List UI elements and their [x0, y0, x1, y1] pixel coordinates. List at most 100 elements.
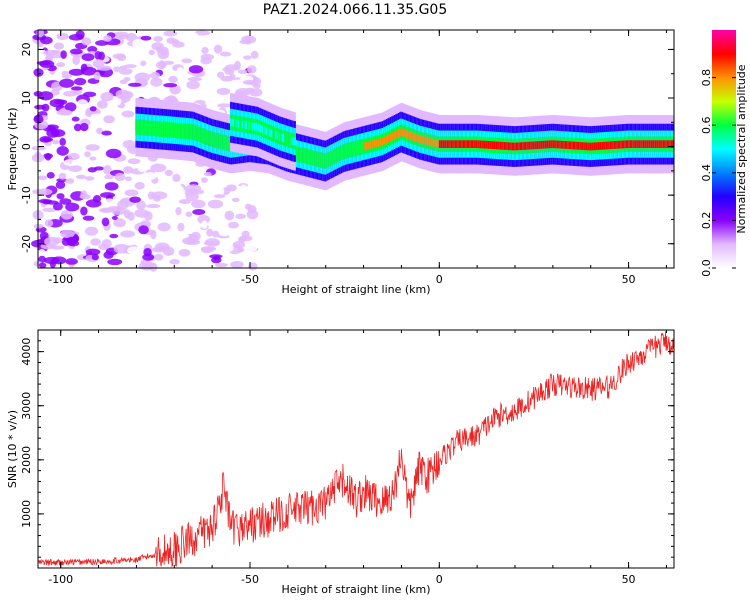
snr-x-ticks: -100 -50 0 50	[48, 330, 667, 586]
spectrogram-cell	[377, 138, 381, 147]
spectrogram-cell	[232, 118, 235, 127]
spectrogram-cell	[661, 140, 664, 149]
spectrogram-cell	[85, 199, 102, 208]
spectrogram-cell	[72, 54, 81, 65]
spectrogram-cell	[548, 140, 552, 149]
spectrogram-cell	[155, 61, 167, 69]
spectrogram-cell	[543, 140, 546, 149]
spectrogram-cell	[619, 140, 622, 149]
spectrogram-cell	[49, 98, 65, 108]
spectrogram-cell	[418, 135, 422, 144]
spectrogram-cell	[226, 139, 230, 148]
spectrogram-cell	[37, 175, 48, 181]
spectrogram-cell	[324, 157, 328, 165]
spectrogram-cell	[627, 140, 630, 149]
spectrogram-cell	[143, 264, 152, 271]
spectrogram-cell	[183, 127, 186, 136]
spectrogram-cell	[572, 141, 575, 150]
spectrogram-cell	[176, 126, 179, 135]
spectrogram-cell	[192, 128, 195, 136]
spectrogram-cell	[228, 221, 240, 229]
spectrogram-cell	[234, 60, 241, 71]
spectrogram-cell	[355, 144, 358, 153]
spectrogram-cell	[59, 198, 72, 205]
colorbar-tick-label: 0.0	[700, 259, 713, 277]
spectrogram-cell	[259, 124, 262, 133]
spectrogram-cell	[554, 140, 557, 149]
spectrogram-cell	[501, 141, 504, 150]
spectrogram-cell	[187, 127, 190, 136]
spectrogram-cell	[530, 141, 533, 150]
spectrogram-cell	[666, 140, 669, 149]
spectrogram-cell	[178, 249, 191, 257]
spectrogram-cell	[101, 217, 110, 227]
spectrogram-cell	[191, 199, 206, 209]
spectrogram-cell	[593, 142, 597, 151]
spectrogram-cell	[147, 191, 155, 200]
spectrogram-cell	[436, 139, 439, 148]
spectrogram-cell	[526, 141, 529, 150]
colorbar-label: Normalized spectral amplitude	[735, 64, 748, 233]
spectrogram-cell	[401, 128, 404, 137]
spectrogram-cell	[150, 77, 163, 87]
spectrogram-cell	[603, 141, 606, 150]
spectrogram-cell	[556, 140, 559, 149]
spectrogram-cell	[231, 197, 240, 203]
spectrogram-cell	[89, 156, 97, 161]
spectrogram-cell	[532, 141, 536, 150]
spectrogram-cell	[61, 70, 69, 76]
spectrogram-cell	[462, 140, 465, 149]
spectrogram-cell	[568, 141, 571, 150]
spectrogram-cell	[240, 120, 243, 129]
spectrogram-cell	[617, 140, 620, 149]
spectrogram-cell	[168, 125, 171, 134]
spectrogram-heatmap	[31, 27, 675, 272]
spectrogram-cell	[442, 140, 446, 149]
spectrogram-cell	[167, 125, 170, 134]
spectrogram-cell	[279, 132, 282, 141]
y-tick-label: 1000	[20, 500, 33, 528]
spectrogram-cell	[100, 92, 114, 102]
spectrogram-cell	[319, 155, 322, 164]
spectrogram-cell	[434, 139, 438, 148]
spectrogram-cell	[189, 127, 192, 136]
spectrogram-cell	[85, 144, 100, 151]
spectrogram-cell	[307, 152, 310, 161]
spectrogram-cell	[194, 30, 211, 36]
spectrogram-cell	[494, 141, 497, 150]
spectrogram-cell	[195, 129, 198, 137]
spectrogram-cell	[230, 118, 233, 127]
spectrogram-cell	[175, 126, 178, 135]
spectrogram-cell	[137, 165, 147, 173]
spectrogram-cell	[140, 60, 147, 67]
spectrogram-cell	[204, 132, 207, 141]
spectrogram-cell	[94, 50, 102, 60]
spectrogram-cell	[213, 136, 216, 144]
spectrogram-cell	[527, 141, 530, 150]
spectrogram-cell	[33, 223, 44, 229]
spectrogram-cell	[50, 245, 65, 250]
spectrogram-cell	[180, 233, 190, 238]
spectrogram-cell	[85, 248, 101, 256]
spectrogram-cell	[316, 155, 320, 164]
chart-title: PAZ1.2024.066.11.35.G05	[263, 2, 448, 18]
spectrogram-cell	[517, 142, 520, 151]
spectrogram-cell	[153, 124, 157, 133]
spectrogram-cell	[344, 147, 347, 156]
spectrogram-cell	[448, 140, 451, 149]
spectrogram-cell	[332, 153, 336, 161]
spectrogram-cell	[328, 155, 332, 163]
spectrogram-cell	[528, 141, 532, 150]
spectrogram-cell	[64, 102, 77, 112]
spectrogram-cell	[369, 140, 373, 149]
spectrogram-cell	[144, 124, 147, 132]
snr-panel: -100 -50 0 50 1000 2000 3000 4000 Height of st…	[6, 329, 675, 596]
spectrogram-cell	[248, 262, 258, 271]
spectrogram-cell	[185, 127, 188, 136]
spectrogram-cell	[632, 140, 635, 149]
spectrogram-cell	[56, 109, 73, 116]
spectrogram-cell	[118, 68, 133, 75]
spectrogram-cell	[585, 142, 589, 151]
spectrogram-cell	[38, 255, 46, 264]
spectrogram-cell	[128, 82, 142, 87]
